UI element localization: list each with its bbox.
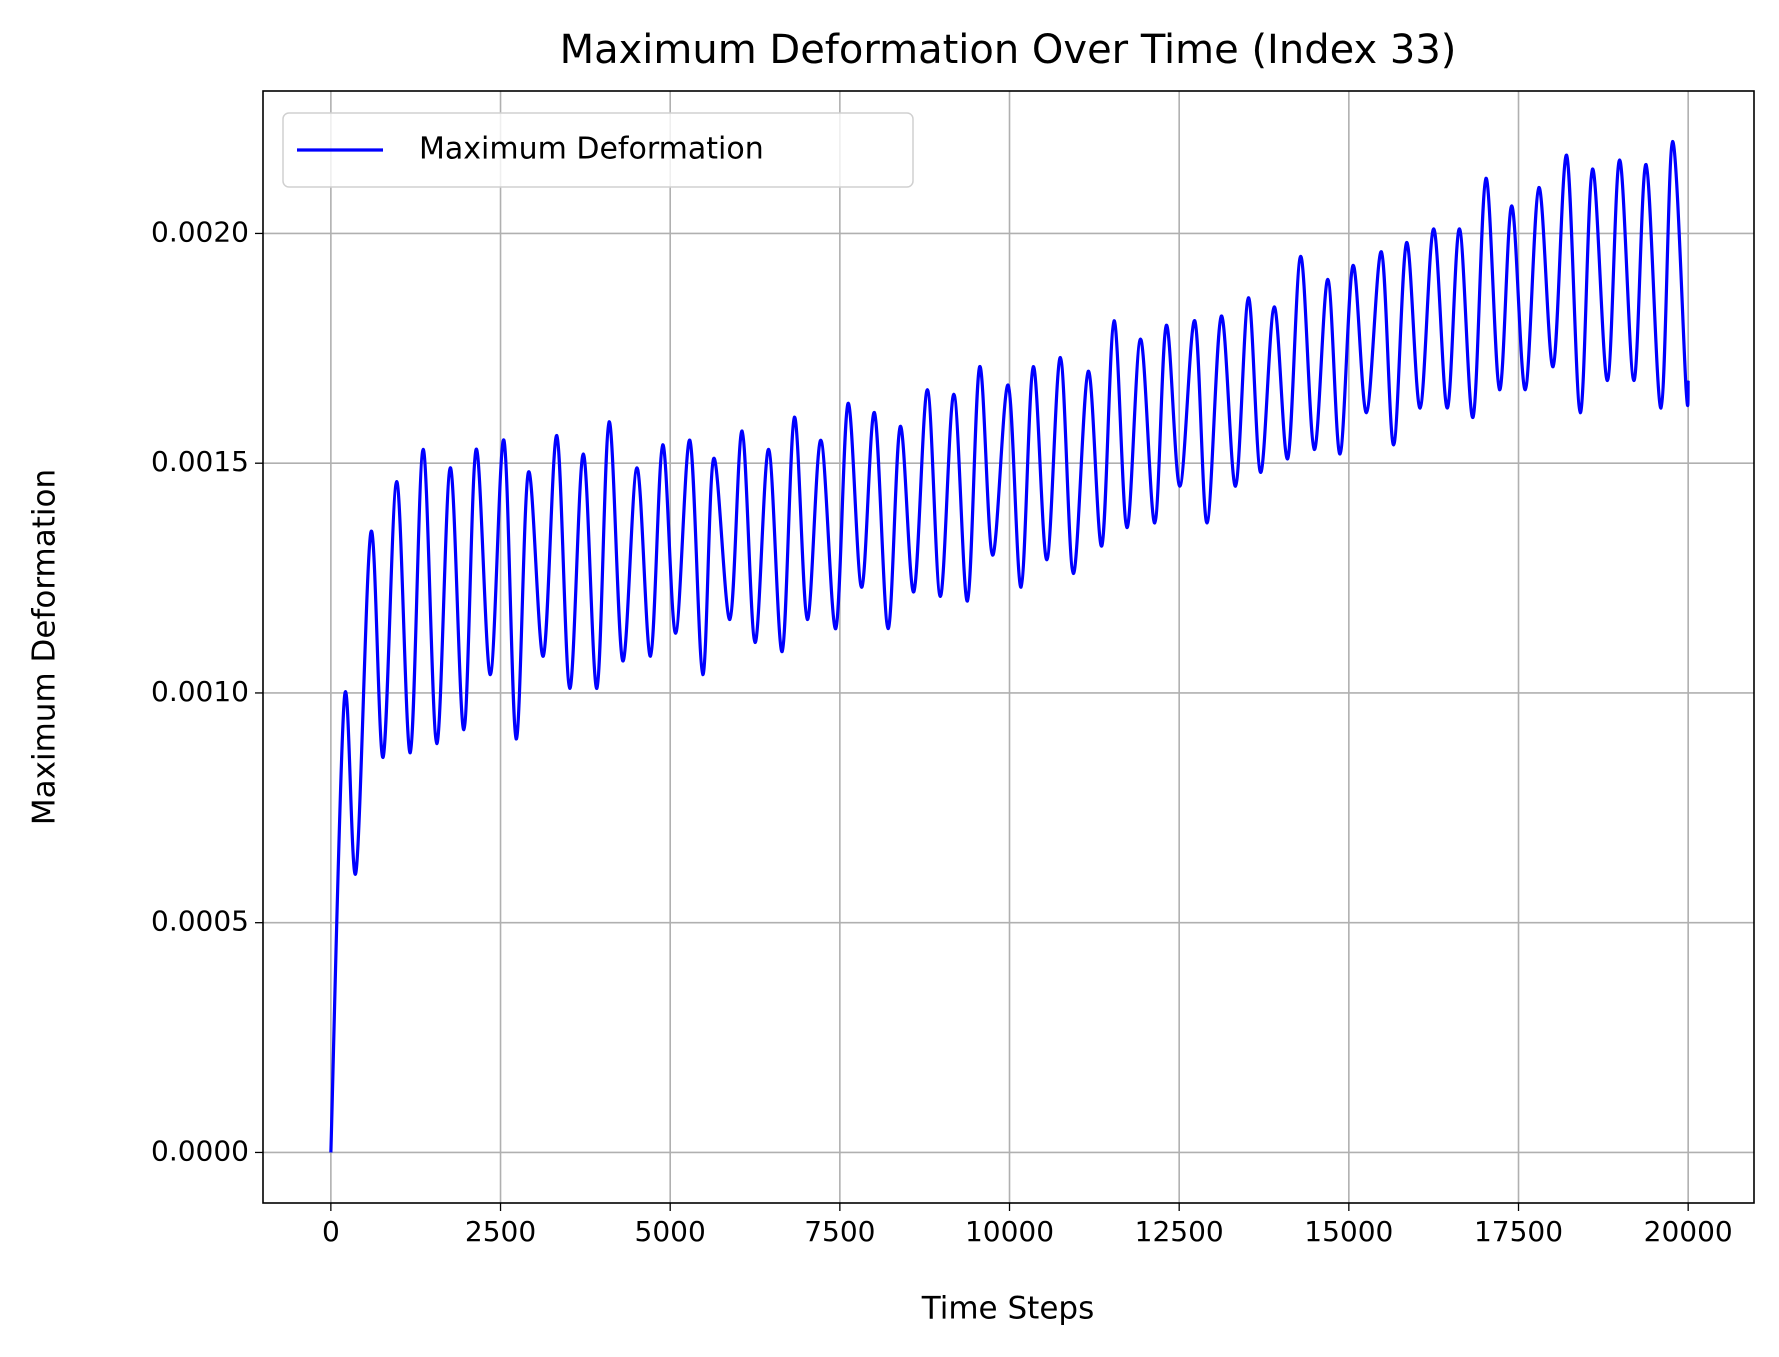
x-tick-label: 2500 bbox=[465, 1215, 536, 1248]
legend-box bbox=[282, 112, 914, 188]
chart-title: Maximum Deformation Over Time (Index 33) bbox=[560, 27, 1457, 73]
y-tick-label: 0.0000 bbox=[151, 1134, 249, 1167]
y-axis-label: Maximum Deformation bbox=[27, 469, 63, 825]
x-axis-label: Time Steps bbox=[921, 1291, 1094, 1327]
plot-frame bbox=[262, 90, 1755, 1204]
y-tick-label: 0.0010 bbox=[151, 675, 249, 708]
x-tick-label: 15000 bbox=[1304, 1215, 1393, 1248]
y-tick-label: 0.0005 bbox=[151, 905, 249, 938]
x-tick-label: 12500 bbox=[1135, 1215, 1224, 1248]
legend-label: Maximum Deformation bbox=[419, 132, 764, 167]
y-tick-label: 0.0015 bbox=[151, 445, 249, 478]
x-tick-label: 20000 bbox=[1644, 1215, 1733, 1248]
legend: Maximum Deformation bbox=[282, 112, 914, 188]
x-tick-label: 5000 bbox=[635, 1215, 706, 1248]
x-tick-label: 17500 bbox=[1474, 1215, 1563, 1248]
x-tick-label: 7500 bbox=[804, 1215, 875, 1248]
x-tick-label: 0 bbox=[322, 1215, 340, 1248]
x-tick-label: 10000 bbox=[965, 1215, 1054, 1248]
data-line bbox=[329, 139, 1690, 1153]
y-tick-label: 0.0020 bbox=[151, 215, 249, 248]
